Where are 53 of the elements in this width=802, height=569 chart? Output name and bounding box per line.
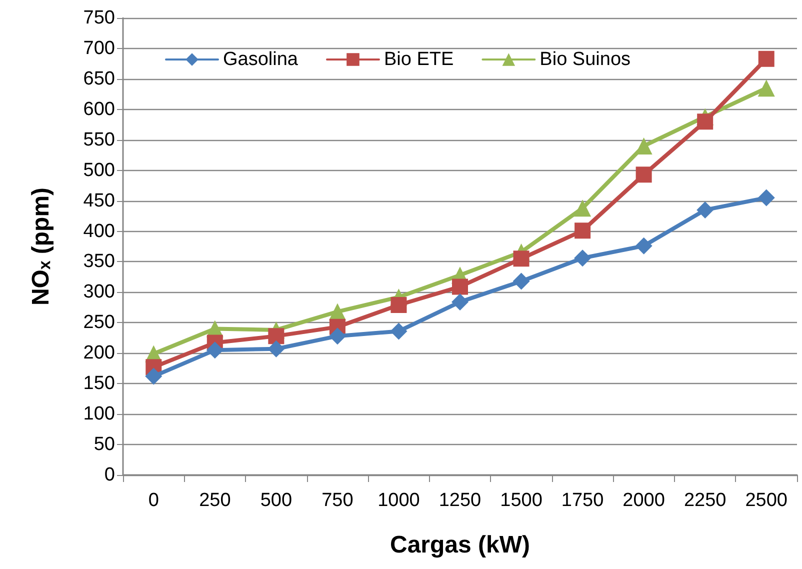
legend-label: Bio Suinos bbox=[540, 49, 631, 70]
point bbox=[145, 368, 162, 385]
point bbox=[574, 222, 591, 239]
point bbox=[636, 166, 652, 183]
point bbox=[758, 189, 775, 206]
point bbox=[452, 278, 468, 295]
point bbox=[328, 328, 346, 345]
point bbox=[758, 80, 775, 97]
point bbox=[512, 272, 530, 290]
y-tick-label: 600 bbox=[83, 98, 115, 120]
legend-label: Gasolina bbox=[223, 49, 298, 70]
legend-label: Bio ETE bbox=[384, 49, 454, 70]
point bbox=[390, 296, 407, 313]
x-tick-label: 2000 bbox=[622, 490, 665, 511]
point bbox=[268, 328, 284, 344]
x-tick-label: 750 bbox=[322, 490, 354, 511]
point bbox=[696, 201, 714, 218]
y-tick-label: 350 bbox=[83, 251, 115, 272]
x-tick-label: 2250 bbox=[684, 490, 726, 511]
point bbox=[206, 342, 224, 359]
x-tick-label: 1500 bbox=[500, 490, 542, 511]
y-tick-label: 750 bbox=[83, 8, 115, 28]
x-tick-label: 1750 bbox=[561, 490, 604, 511]
y-tick-label: 700 bbox=[83, 38, 115, 59]
x-axis-title: Cargas (kW) bbox=[390, 532, 530, 558]
y-tick-label: 250 bbox=[83, 312, 115, 334]
x-tick-label: 500 bbox=[260, 490, 292, 511]
point bbox=[697, 114, 714, 130]
point bbox=[452, 293, 468, 310]
y-tick-label: 50 bbox=[94, 434, 115, 456]
x-tick-label: 250 bbox=[199, 490, 231, 511]
x-tick-label: 1000 bbox=[378, 490, 420, 511]
y-tick-label: 0 bbox=[104, 464, 115, 486]
point bbox=[268, 340, 285, 358]
y-tick-label: 150 bbox=[83, 373, 115, 394]
point bbox=[758, 50, 774, 67]
point bbox=[574, 200, 592, 217]
point bbox=[513, 250, 530, 267]
point bbox=[574, 250, 592, 267]
y-tick-label: 400 bbox=[83, 220, 115, 242]
point bbox=[635, 237, 652, 254]
x-tick-label: 2500 bbox=[745, 490, 788, 511]
y-tick-label: 300 bbox=[83, 282, 115, 303]
y-tick-label: 200 bbox=[83, 342, 115, 364]
y-tick-label: 100 bbox=[83, 404, 115, 425]
point bbox=[390, 322, 408, 340]
y-tick-label: 650 bbox=[83, 68, 115, 90]
y-axis-title: NOₓ (ppm) bbox=[28, 187, 54, 306]
x-tick-label: 0 bbox=[148, 490, 159, 511]
y-tick-label: 500 bbox=[83, 160, 115, 181]
x-tick-label: 1250 bbox=[438, 490, 482, 511]
y-tick-label: 550 bbox=[83, 129, 115, 150]
y-tick-label: 450 bbox=[83, 190, 115, 212]
